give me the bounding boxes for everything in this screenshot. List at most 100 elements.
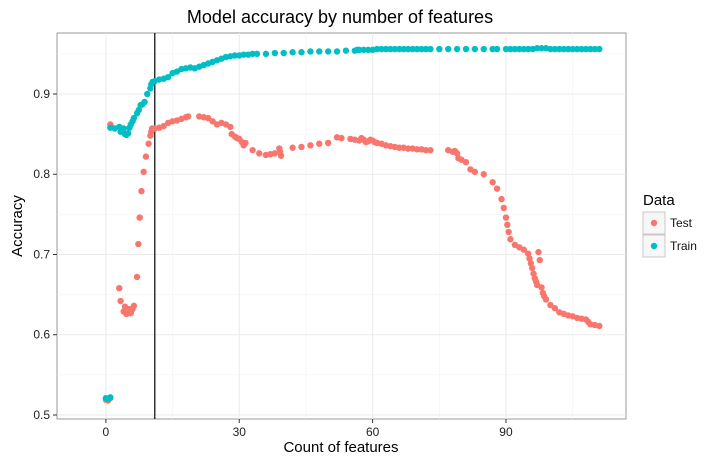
point-train [333, 48, 341, 55]
point-test [204, 114, 212, 122]
point-train [453, 45, 461, 53]
legend-label-test: Test [670, 216, 693, 230]
x-axis-title: Count of features [283, 439, 398, 456]
point-train [582, 45, 590, 53]
point-train [520, 45, 527, 53]
point-test [527, 260, 535, 267]
point-test [145, 140, 152, 147]
point-train [533, 45, 541, 52]
point-train [573, 45, 581, 53]
point-test [453, 150, 461, 157]
point-train [271, 49, 279, 57]
point-test [462, 159, 470, 166]
point-test [427, 146, 434, 154]
point-train [596, 45, 603, 53]
point-train [387, 45, 394, 53]
point-test [538, 284, 545, 291]
x-tick-label: 60 [366, 425, 380, 439]
point-test [136, 214, 143, 221]
point-train [547, 45, 554, 53]
point-train [444, 45, 452, 53]
point-train [373, 45, 381, 53]
y-tick-label: 0.6 [33, 328, 50, 342]
point-test [507, 236, 514, 243]
point-train [396, 45, 403, 53]
x-tick-label: 90 [499, 425, 513, 439]
point-train [569, 45, 576, 53]
point-train [124, 130, 132, 137]
point-train [249, 50, 256, 58]
point-test [133, 273, 141, 281]
point-train [587, 45, 594, 53]
y-tick-label: 0.5 [33, 408, 50, 422]
legend-label-train: Train [670, 239, 697, 253]
point-train [391, 45, 399, 53]
point-train [141, 98, 148, 106]
point-train [135, 106, 142, 114]
point-test [142, 153, 150, 160]
point-train [462, 45, 470, 53]
point-test [542, 296, 550, 303]
y-tick-label: 0.9 [33, 87, 50, 101]
point-train [471, 45, 479, 53]
point-train [413, 45, 421, 53]
point-test [324, 139, 332, 147]
point-train [360, 46, 367, 54]
point-train [144, 90, 151, 98]
point-test [530, 270, 537, 277]
point-test [480, 171, 487, 178]
point-test [249, 146, 256, 154]
point-test [500, 204, 507, 212]
point-train [356, 46, 363, 54]
point-train [502, 45, 510, 53]
point-test [498, 195, 505, 203]
point-train [364, 46, 372, 54]
point-train [436, 45, 443, 53]
point-train [493, 45, 501, 53]
legend-swatch-test [650, 219, 658, 227]
point-train [560, 45, 567, 53]
point-test [502, 214, 510, 221]
point-train [342, 47, 350, 54]
point-test [138, 187, 145, 195]
point-test [256, 150, 263, 157]
point-test [130, 302, 138, 310]
legend-swatch-train [650, 242, 658, 250]
point-train [480, 45, 487, 53]
point-train [164, 73, 172, 81]
point-test [536, 256, 543, 264]
point-test [209, 118, 216, 125]
point-train [382, 45, 390, 53]
chart-title: Model accuracy by number of features [187, 7, 493, 27]
point-test [160, 122, 167, 130]
point-train [516, 45, 523, 53]
x-axis-ticks: 0 30 60 90 [103, 419, 513, 439]
plot-panel [56, 32, 627, 420]
point-test [413, 146, 421, 153]
point-test [535, 248, 542, 256]
point-train [400, 45, 407, 53]
legend: Data Test Train [642, 192, 697, 258]
point-test [526, 255, 533, 262]
point-train [418, 45, 425, 53]
point-test [489, 179, 496, 186]
point-test [551, 305, 559, 312]
point-test [135, 240, 142, 248]
point-test [525, 250, 532, 257]
point-train [324, 48, 332, 55]
point-test [596, 322, 603, 330]
point-train [107, 394, 114, 401]
point-test [404, 145, 412, 152]
point-test [338, 134, 345, 142]
y-tick-label: 0.8 [33, 167, 50, 181]
point-train [120, 125, 127, 132]
point-test [242, 139, 249, 147]
point-train [565, 45, 572, 53]
point-train [489, 45, 496, 53]
x-tick-label: 30 [233, 425, 247, 439]
legend-title: Data [643, 192, 675, 209]
point-train [289, 49, 296, 56]
y-tick-label: 0.7 [33, 247, 50, 261]
point-train [578, 45, 585, 53]
